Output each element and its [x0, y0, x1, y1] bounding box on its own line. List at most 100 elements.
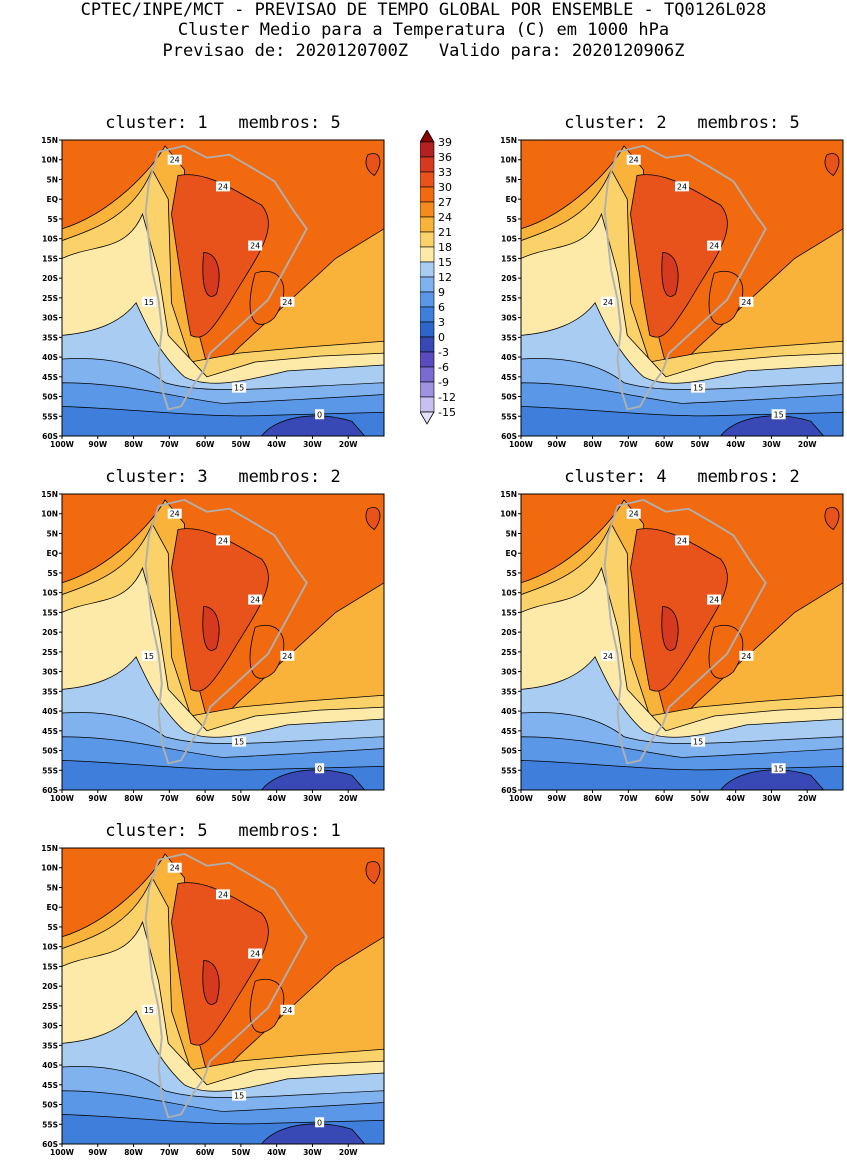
- contour-label: 0: [317, 410, 322, 419]
- lat-tick-label: 5N: [47, 883, 59, 892]
- colorbar-swatch: [419, 141, 435, 158]
- lon-tick-label: 50W: [691, 794, 710, 803]
- lat-tick-label: 20S: [501, 628, 517, 637]
- colorbar-swatch: [419, 306, 435, 323]
- lon-tick-label: 80W: [583, 440, 602, 449]
- lat-tick-label: 10N: [41, 864, 58, 873]
- lon-tick-label: 90W: [88, 794, 107, 803]
- colorbar-level-label: 30: [438, 181, 452, 194]
- lat-tick-label: 5S: [506, 215, 517, 224]
- lat-tick-label: 55S: [501, 766, 517, 775]
- lat-tick-label: 45S: [42, 373, 58, 382]
- colorbar-level-label: -15: [438, 406, 456, 419]
- lat-tick-label: 15N: [500, 490, 517, 499]
- lat-tick-label: 10S: [501, 235, 517, 244]
- map-panel-cluster-4: 15N 10N 5N EQ 5S 10S 15S 20S 25S 30S 35S 40S 45S 50S 5…: [479, 486, 847, 806]
- temperature-contour-fill: [630, 174, 728, 338]
- contour-label: 24: [709, 596, 719, 605]
- lat-tick-label: EQ: [47, 195, 59, 204]
- colorbar-swatch: [419, 156, 435, 173]
- lat-tick-label: 5N: [47, 529, 59, 538]
- contour-label: 24: [677, 536, 687, 545]
- colorbar-top-arrow: [419, 129, 435, 143]
- contour-label: 24: [250, 596, 260, 605]
- contour-label: 15: [234, 738, 244, 747]
- temperature-contour-fill: [171, 882, 269, 1046]
- lon-tick-label: 40W: [726, 794, 745, 803]
- lon-tick-label: 20W: [339, 1148, 358, 1157]
- temperature-contour-fill: [630, 528, 728, 692]
- colorbar-level-label: 12: [438, 271, 452, 284]
- temperature-contour-fill: [661, 252, 679, 297]
- temperature-contour-fill: [824, 153, 840, 177]
- lat-tick-label: 15N: [41, 490, 58, 499]
- contour-label: 24: [218, 890, 228, 899]
- lat-tick-label: 10S: [42, 235, 58, 244]
- lat-tick-label: 60S: [42, 786, 58, 795]
- lat-tick-label: 50S: [42, 1101, 58, 1110]
- lat-tick-label: 60S: [42, 1140, 58, 1149]
- lon-tick-label: 30W: [762, 440, 781, 449]
- coastline: [603, 498, 767, 765]
- colorbar-level-label: 3: [438, 316, 445, 329]
- map-frame: [61, 493, 385, 791]
- contour-label: 24: [629, 510, 639, 519]
- lon-tick-label: 50W: [691, 440, 710, 449]
- lat-tick-label: 30S: [501, 314, 517, 323]
- colorbar-bottom-arrow: [419, 411, 435, 425]
- contour-label: 15: [144, 298, 154, 307]
- temperature-contour-fill: [202, 252, 220, 297]
- lat-tick-label: 25S: [501, 294, 517, 303]
- lat-tick-label: 15S: [42, 254, 58, 263]
- contour-label: 24: [170, 156, 180, 165]
- lat-tick-label: 15N: [41, 844, 58, 853]
- lat-tick-label: EQ: [47, 549, 59, 558]
- contour-label: 15: [234, 384, 244, 393]
- lat-tick-label: 60S: [42, 432, 58, 441]
- lon-tick-label: 100W: [509, 440, 534, 449]
- lat-tick-label: 45S: [501, 727, 517, 736]
- lat-tick-label: 20S: [42, 982, 58, 991]
- lat-tick-label: 35S: [501, 333, 517, 342]
- colorbar-level-label: 9: [438, 286, 445, 299]
- lat-tick-label: 45S: [501, 373, 517, 382]
- lat-tick-label: 40S: [42, 1061, 58, 1070]
- lat-tick-label: 5S: [47, 923, 58, 932]
- lat-tick-label: 40S: [42, 707, 58, 716]
- temperature-contour-fill: [202, 606, 220, 651]
- lon-tick-label: 30W: [303, 794, 322, 803]
- temperature-contour-fill: [365, 153, 381, 177]
- colorbar-level-label: 24: [438, 211, 452, 224]
- colorbar-level-label: -9: [438, 376, 449, 389]
- colorbar-level-label: 36: [438, 151, 452, 164]
- lat-tick-label: 10S: [501, 589, 517, 598]
- colorbar-swatch: [419, 261, 435, 278]
- temperature-contour-fill: [720, 415, 825, 436]
- colorbar-level-label: 0: [438, 331, 445, 344]
- lat-tick-label: 5N: [47, 175, 59, 184]
- lat-tick-label: 20S: [42, 274, 58, 283]
- lat-tick-label: 25S: [501, 648, 517, 657]
- lat-tick-label: 35S: [42, 333, 58, 342]
- coastline: [603, 144, 767, 411]
- lat-tick-label: 15S: [501, 254, 517, 263]
- map-frame: [61, 847, 385, 1145]
- lat-tick-label: 45S: [42, 1081, 58, 1090]
- contour-label: 0: [317, 764, 322, 773]
- temperature-contour-fill: [824, 507, 840, 531]
- lat-tick-label: 5S: [506, 569, 517, 578]
- colorbar-swatch: [419, 336, 435, 353]
- contour-label: 15: [144, 1006, 154, 1015]
- temperature-contour-fill: [202, 960, 220, 1005]
- contour-label: 24: [741, 298, 751, 307]
- panel-title-2: cluster: 2 membros: 5: [564, 113, 800, 133]
- lat-tick-label: 20S: [501, 274, 517, 283]
- lat-tick-label: 15N: [41, 136, 58, 145]
- lon-tick-label: 70W: [160, 440, 179, 449]
- temperature-contour-fill: [261, 415, 366, 436]
- contour-label: 15: [234, 1092, 244, 1101]
- contour-label: 24: [677, 182, 687, 191]
- header-line-3: Previsao de: 2020120700Z Valido para: 20…: [162, 41, 685, 61]
- lon-tick-label: 50W: [232, 440, 251, 449]
- temperature-contour-fill: [720, 769, 825, 790]
